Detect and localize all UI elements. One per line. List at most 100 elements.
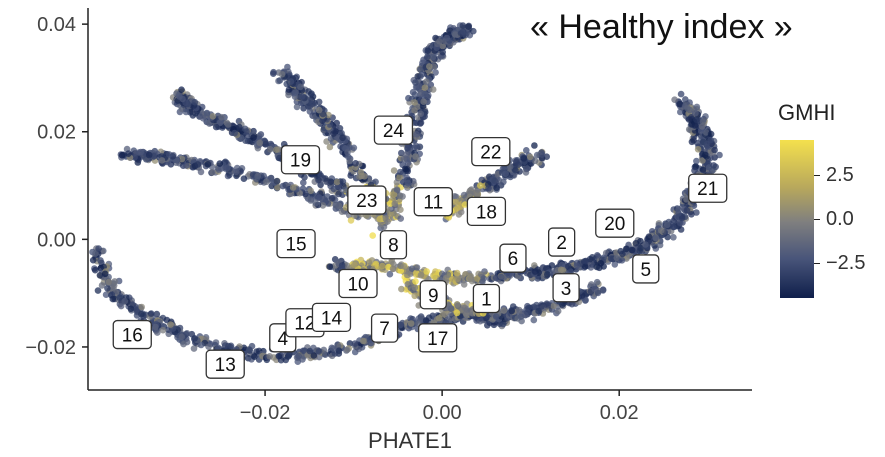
svg-text:3: 3 [561,279,572,300]
data-point [711,146,718,154]
svg-text:1: 1 [481,290,492,311]
cluster-label-16: 16 [112,319,152,350]
data-point [306,347,314,355]
data-point [246,346,253,353]
data-point [418,71,426,78]
data-point [305,88,312,95]
svg-text:7: 7 [379,319,390,340]
data-point [538,303,545,310]
data-point [360,337,367,345]
data-point [253,175,260,183]
data-point [664,221,671,229]
data-point [692,109,699,117]
data-point [677,226,685,233]
data-point [533,151,541,159]
data-point [628,246,636,254]
data-point [460,28,467,36]
data-point [389,265,397,273]
data-point [330,130,337,137]
data-point [619,250,626,258]
data-point [435,314,443,322]
data-point [618,257,626,264]
data-point [400,263,408,270]
axes: −0.02 0.00 0.02 −0.02 0.00 0.02 0.04 PHATE1 [25,8,752,453]
data-point [212,123,220,131]
data-point [131,154,138,161]
data-point [400,155,408,163]
data-point [262,140,270,148]
data-point [236,123,243,131]
data-point [485,185,492,192]
svg-text:14: 14 [321,308,343,329]
data-point [390,167,398,174]
data-point [391,200,399,207]
x-tick-label: −0.02 [240,402,291,424]
cluster-label-6: 6 [499,243,527,273]
data-point [109,295,117,303]
data-point [473,191,481,199]
x-tick-label: 0.02 [600,402,639,424]
data-point [233,164,241,172]
svg-text:4: 4 [277,329,288,350]
data-point [693,116,700,123]
data-point [526,153,534,161]
data-point [676,100,684,108]
data-point [118,152,126,159]
data-point [227,342,235,350]
data-point [582,258,589,265]
svg-text:23: 23 [356,191,377,212]
data-point [559,267,567,274]
cluster-label-18: 18 [466,196,507,227]
data-points [89,22,723,366]
data-point [412,79,419,86]
data-point [167,321,174,328]
data-point [424,53,431,61]
data-point [329,345,337,352]
data-point [335,190,342,198]
data-point [190,345,198,352]
data-point [445,302,453,309]
data-point [463,306,471,313]
y-tick-label: −0.02 [25,337,76,359]
data-point [637,237,644,245]
data-point [178,86,185,93]
svg-text:15: 15 [285,235,306,256]
colorbar-tick-label: 0.0 [826,208,854,230]
data-point [477,182,484,189]
data-point [426,63,433,70]
data-point [459,22,467,29]
data-point [194,161,202,168]
colorbar-tick-label: 2.5 [826,164,854,187]
data-point [397,168,404,176]
data-point [306,102,314,110]
data-point [423,268,431,275]
data-point [473,275,481,282]
data-point [315,194,323,201]
data-point [127,305,135,313]
data-point [165,151,173,158]
data-point [591,285,598,293]
colorbar [780,140,814,298]
cluster-label-7: 7 [370,313,399,343]
data-point [413,264,421,271]
data-point [335,347,343,355]
data-point [582,296,589,304]
data-point [300,179,307,186]
data-point [209,113,217,120]
data-point [178,333,185,341]
data-point [351,340,359,347]
data-point [599,287,607,294]
data-point [393,186,401,193]
data-point [703,140,711,148]
data-point [422,78,430,86]
data-point [515,161,522,168]
data-point [421,84,429,91]
data-point [357,168,365,176]
data-point [396,192,404,200]
data-point [698,123,706,130]
data-point [339,178,347,185]
data-point [290,90,298,97]
data-point [215,344,222,352]
data-point [589,253,596,261]
data-point [105,278,113,286]
